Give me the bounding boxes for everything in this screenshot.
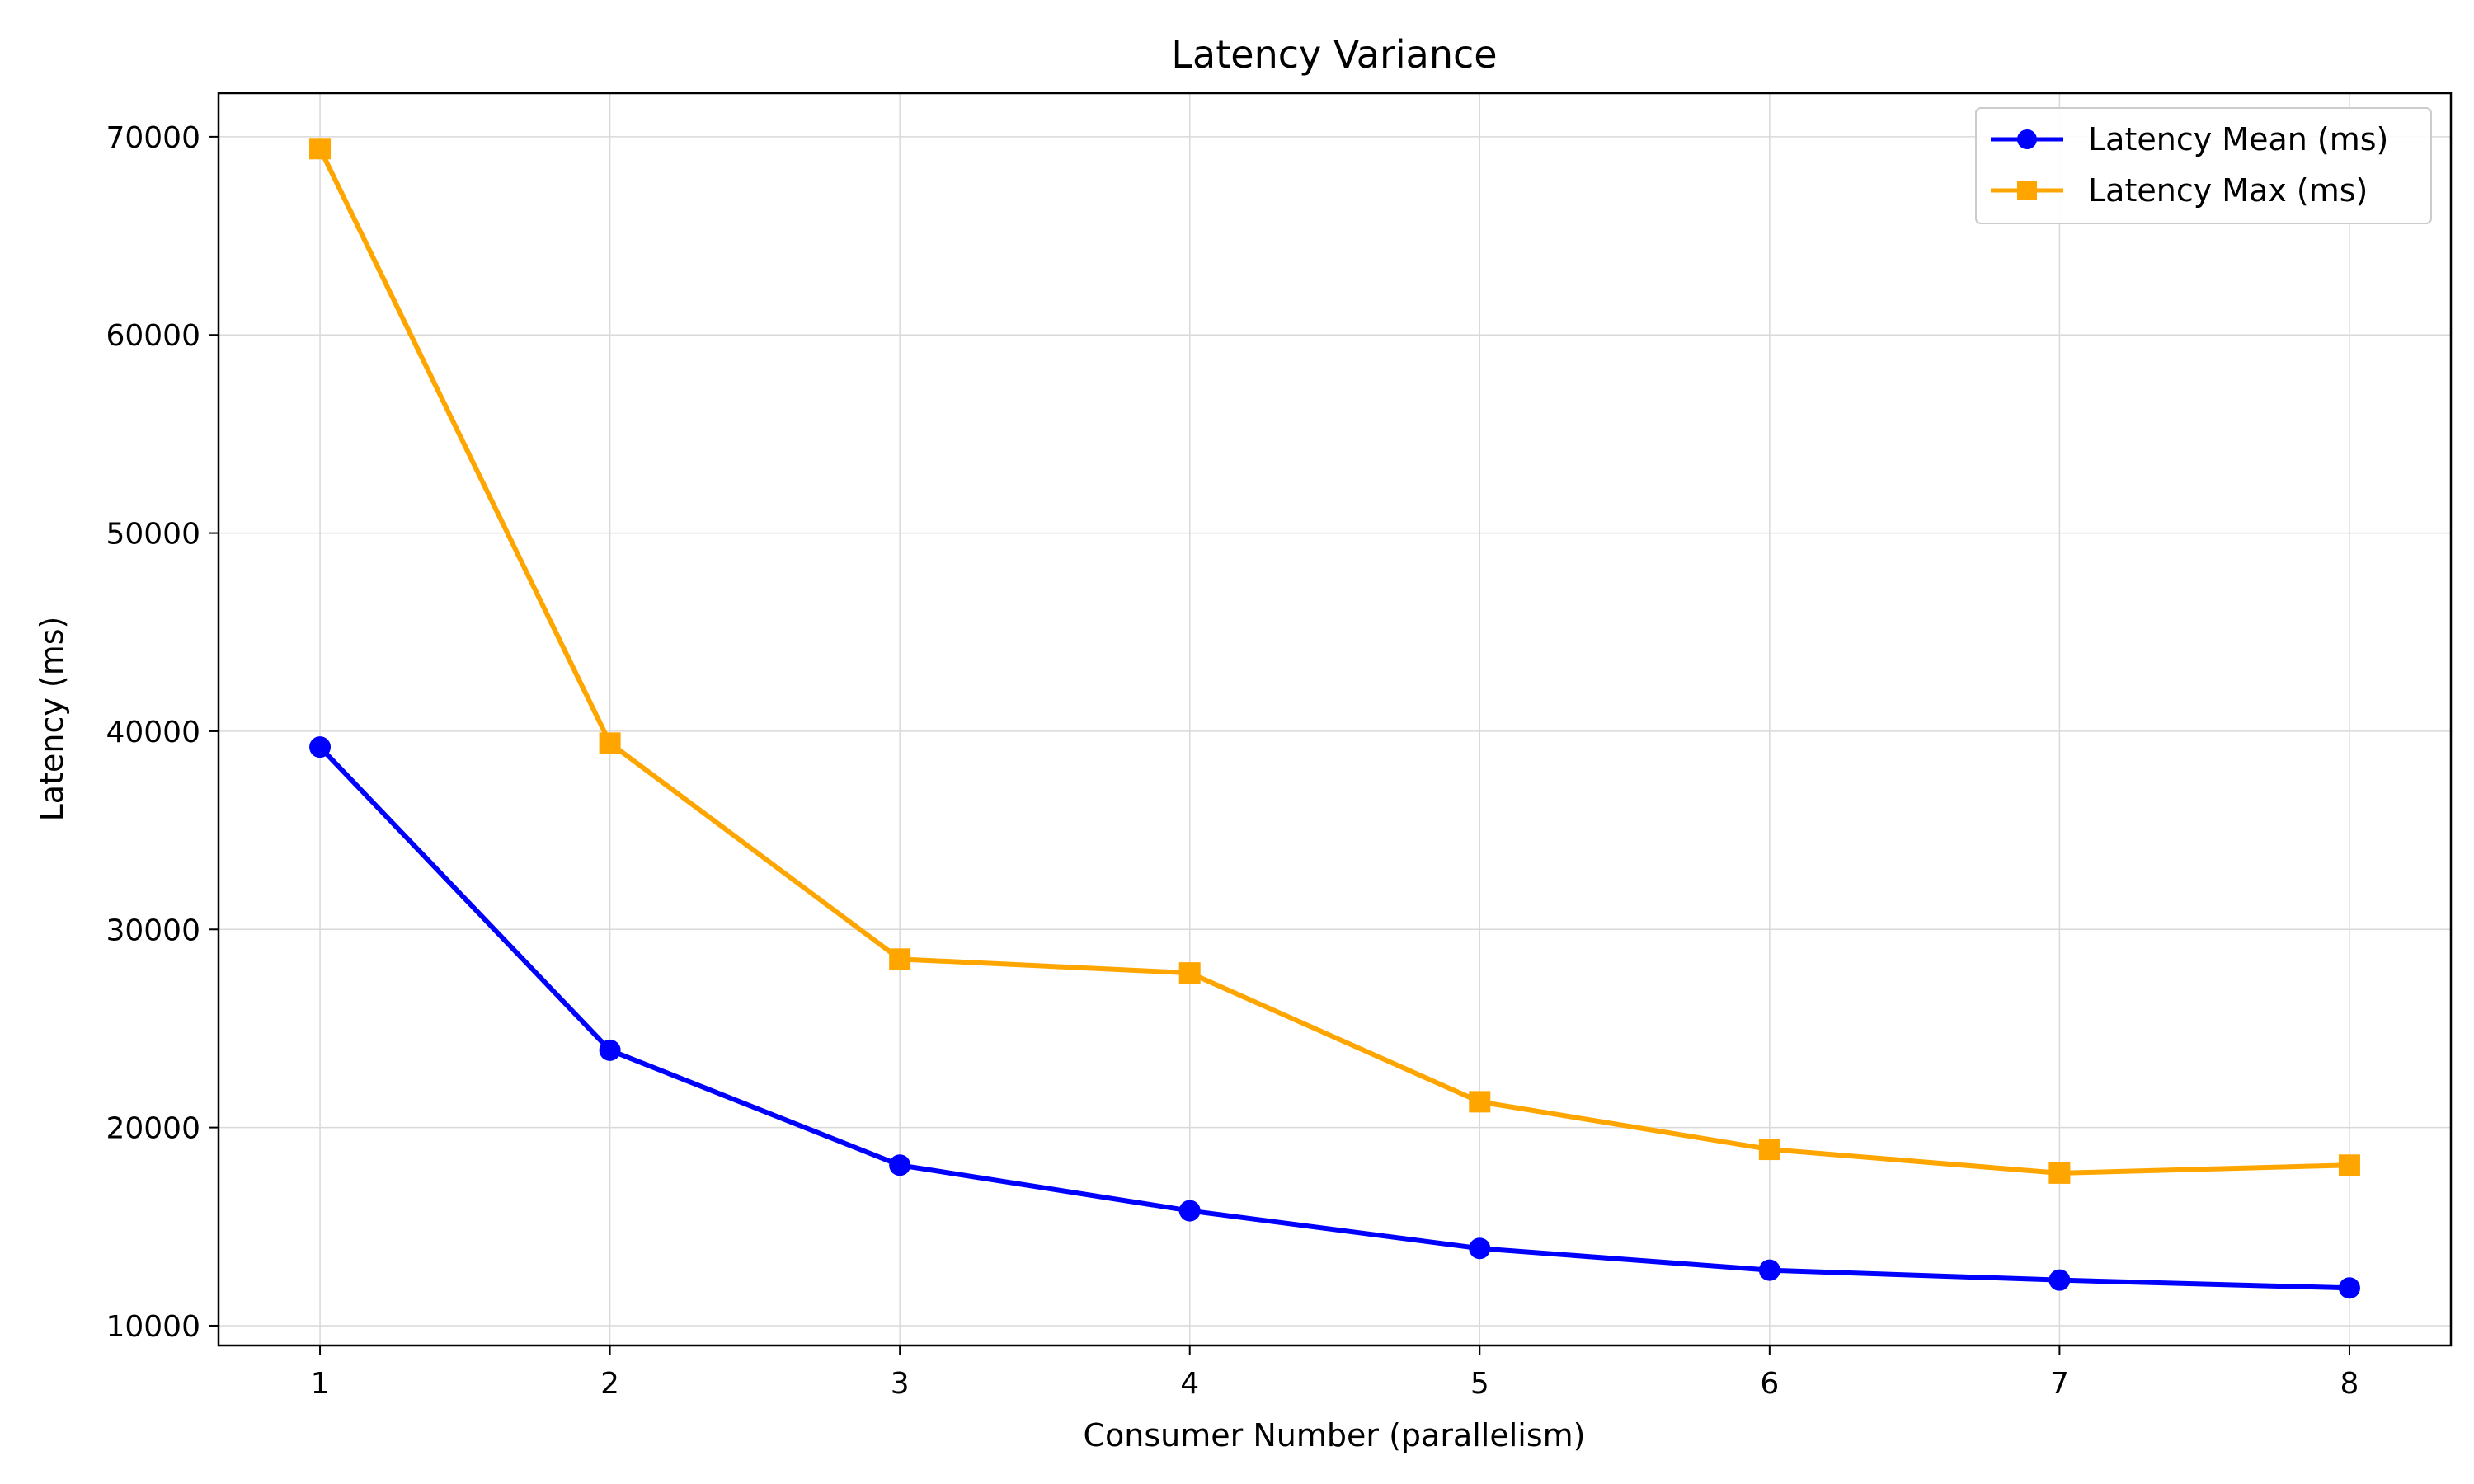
chart-title: Latency Variance bbox=[1171, 32, 1497, 77]
data-point-max bbox=[1758, 1139, 1780, 1161]
series-line-mean bbox=[317, 744, 2352, 1291]
x-tick-label: 2 bbox=[600, 1367, 619, 1401]
y-tick-label: 10000 bbox=[106, 1310, 200, 1344]
legend-marker-max bbox=[2017, 181, 2037, 200]
x-tick-label: 4 bbox=[1180, 1367, 1199, 1401]
data-point-mean bbox=[1469, 1237, 1491, 1260]
series-line-max bbox=[317, 146, 2352, 1176]
legend-box bbox=[1975, 107, 2432, 224]
data-point-max bbox=[599, 732, 621, 754]
y-tick-label: 20000 bbox=[106, 1112, 200, 1146]
y-tick-label: 50000 bbox=[106, 518, 200, 552]
x-axis-label: Consumer Number (parallelism) bbox=[1084, 1417, 1586, 1453]
legend: Latency Mean (ms) Latency Max (ms) bbox=[1975, 107, 2432, 224]
data-point-mean bbox=[889, 1154, 911, 1176]
x-tick-label: 7 bbox=[2050, 1367, 2069, 1401]
series-layer bbox=[309, 138, 2360, 1299]
legend-marker-mean bbox=[2017, 129, 2037, 149]
data-point-mean bbox=[2048, 1269, 2071, 1291]
data-point-mean bbox=[309, 736, 332, 758]
y-tick-label: 40000 bbox=[106, 716, 200, 749]
data-point-mean bbox=[1178, 1200, 1201, 1222]
y-tick-label: 30000 bbox=[106, 913, 200, 947]
y-tick-label: 60000 bbox=[106, 319, 200, 353]
data-point-mean bbox=[2338, 1277, 2360, 1299]
y-axis-label: Latency (ms) bbox=[34, 617, 70, 822]
data-point-max bbox=[889, 948, 911, 970]
data-point-mean bbox=[1758, 1259, 1780, 1281]
data-point-mean bbox=[599, 1039, 621, 1061]
x-tick-label: 5 bbox=[1470, 1367, 1489, 1401]
data-point-max bbox=[1469, 1091, 1491, 1113]
data-point-max bbox=[309, 138, 332, 160]
data-point-max bbox=[1178, 962, 1201, 984]
x-tick-label: 1 bbox=[311, 1367, 330, 1401]
x-tick-label: 8 bbox=[2340, 1367, 2359, 1401]
grid-lines bbox=[219, 93, 2451, 1345]
x-tick-label: 6 bbox=[1760, 1367, 1779, 1401]
y-tick-label: 70000 bbox=[106, 121, 200, 155]
axis-ticks: 1 2 3 4 5 6 7 8 10000 20000 30000 40000 50000 60000 70… bbox=[106, 121, 2359, 1401]
plot-area-frame bbox=[217, 92, 2453, 1347]
legend-label-max: Latency Max (ms) bbox=[2088, 172, 2368, 209]
x-tick-label: 3 bbox=[891, 1367, 910, 1401]
legend-label-mean: Latency Mean (ms) bbox=[2088, 121, 2388, 157]
data-point-max bbox=[2048, 1162, 2071, 1184]
data-point-max bbox=[2338, 1154, 2360, 1176]
